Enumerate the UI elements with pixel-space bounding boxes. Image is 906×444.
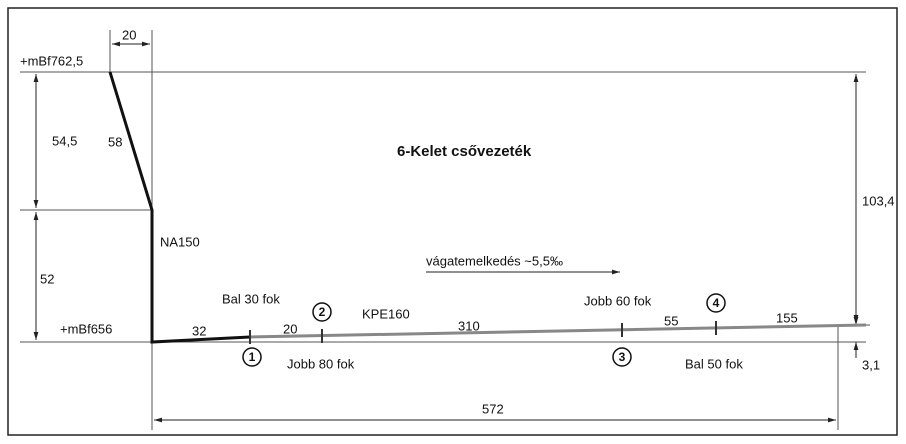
elevation-label: +mBf656 (60, 321, 112, 336)
dimension-label: 103,4 (862, 193, 895, 208)
segment-label: 310 (458, 318, 480, 333)
segment-label: 20 (283, 321, 297, 336)
marker-circle (612, 347, 632, 367)
dimension-label: 20 (122, 27, 136, 42)
pipe-label: KPE160 (362, 306, 410, 321)
marker-circle (706, 293, 726, 313)
marker-label: Bal 50 fok (685, 356, 743, 371)
marker-label: Jobb 80 fok (287, 356, 355, 371)
marker-circle (242, 347, 262, 367)
marker-number: 4 (713, 296, 720, 310)
segment-label: 58 (108, 134, 122, 149)
marker-number: 1 (249, 350, 256, 364)
segment-label: 155 (776, 310, 798, 325)
marker-number: 2 (319, 305, 326, 319)
marker-label: Bal 30 fok (222, 291, 280, 306)
dimension-label: 572 (482, 401, 504, 416)
pipe-na150 (108, 71, 251, 344)
frame (7, 7, 898, 436)
dimension-label: 54,5 (52, 133, 77, 148)
pipe-kpe160 (249, 323, 867, 339)
segment-label: 32 (192, 323, 206, 338)
marker-circle (312, 302, 332, 322)
slope-label: vágatemelkedés ~5,5‰ (426, 253, 563, 268)
pipe-label: NA150 (160, 234, 200, 249)
elevation-label: +mBf762,5 (20, 53, 83, 68)
title: 6-Kelet csővezeték (397, 143, 532, 160)
marker-number: 3 (619, 350, 626, 364)
dimension-label: 52 (40, 271, 54, 286)
segment-label: 55 (664, 313, 678, 328)
marker-label: Jobb 60 fok (584, 293, 652, 308)
dimension-label: 3,1 (862, 357, 880, 372)
